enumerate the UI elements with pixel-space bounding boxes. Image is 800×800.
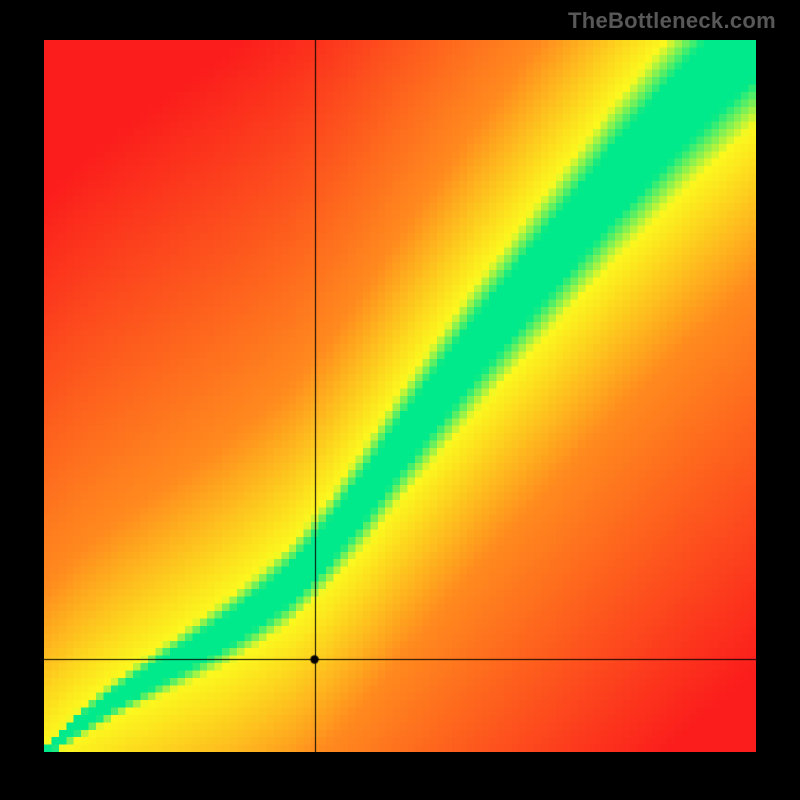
crosshair-overlay [44,40,756,752]
watermark-text: TheBottleneck.com [568,8,776,34]
